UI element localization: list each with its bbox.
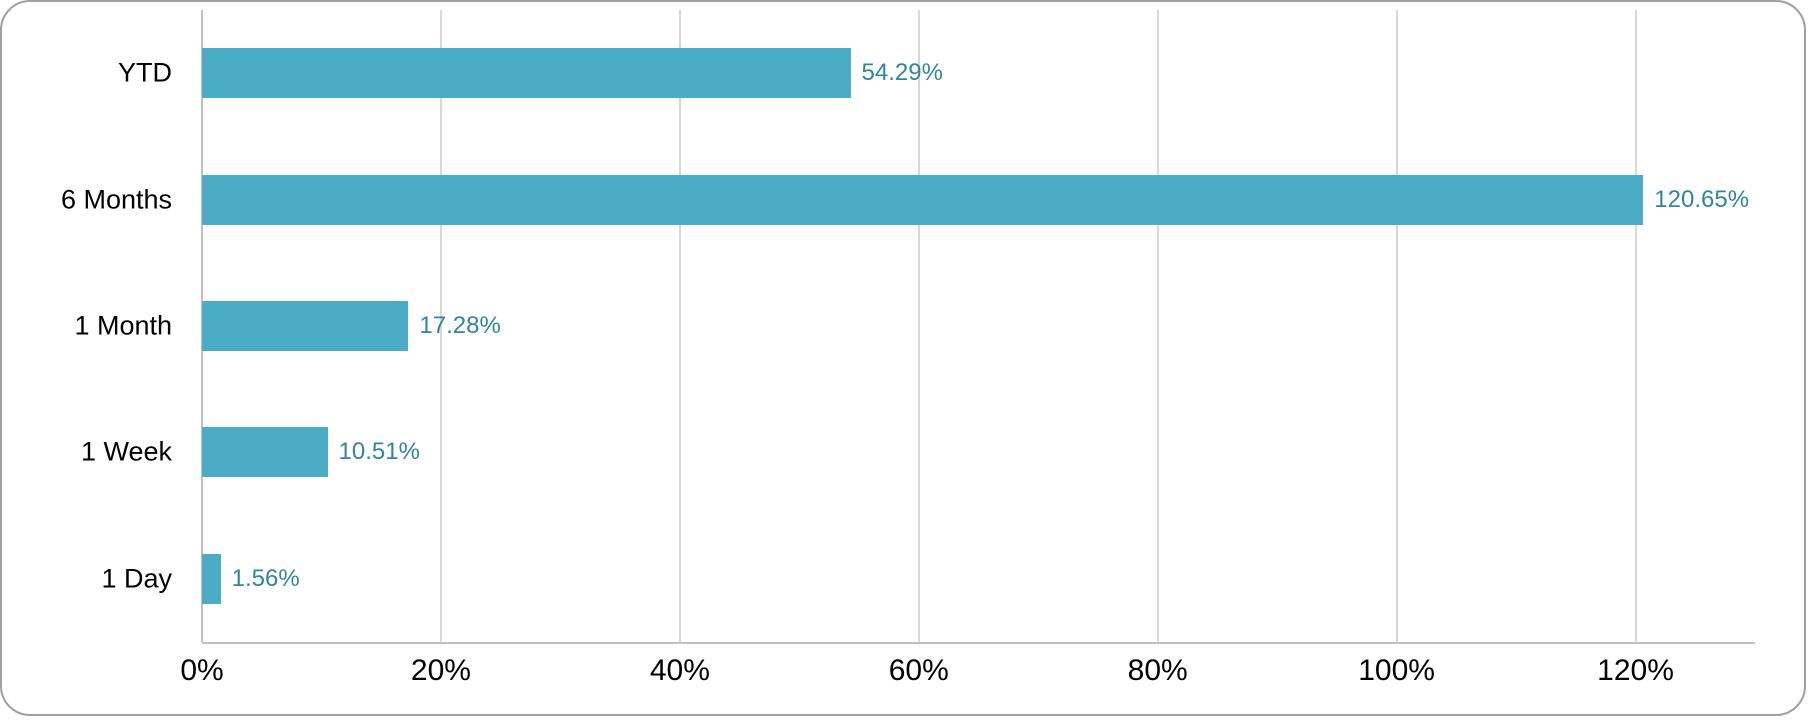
bar-1-week xyxy=(202,427,328,478)
x-tick-label: 40% xyxy=(649,654,710,687)
plot-area: 54.29% 120.65% 17.28% 10.51% 1.56% xyxy=(201,10,1755,644)
gridline xyxy=(678,10,681,642)
bar-value-label: 1.56% xyxy=(231,564,300,592)
bar-value-label: 17.28% xyxy=(419,312,501,339)
x-tick-label: 120% xyxy=(1597,654,1674,687)
gridline xyxy=(1156,10,1159,642)
bar-6-months xyxy=(202,174,1644,225)
gridline xyxy=(917,10,920,642)
bar-1-month xyxy=(202,301,409,351)
bar-value-label: 120.65% xyxy=(1654,185,1750,213)
x-tick-label: 0% xyxy=(180,654,224,687)
gridline xyxy=(1395,10,1398,642)
category-label: 1 Week xyxy=(80,436,172,467)
bar-value-label: 54.29% xyxy=(861,59,943,87)
x-tick-label: 20% xyxy=(410,654,471,687)
gridline xyxy=(439,10,442,642)
category-label: YTD xyxy=(118,57,172,88)
bar-1-day xyxy=(202,553,221,604)
x-tick-label: 80% xyxy=(1127,654,1188,687)
x-tick-label: 100% xyxy=(1358,654,1435,687)
category-label: 1 Day xyxy=(101,563,172,594)
bar-value-label: 10.51% xyxy=(338,438,420,466)
gridline xyxy=(1634,10,1637,642)
x-tick-label: 60% xyxy=(888,654,949,687)
bar-ytd xyxy=(202,48,851,99)
category-label: 1 Month xyxy=(74,310,172,341)
category-label: 6 Months xyxy=(60,184,172,215)
